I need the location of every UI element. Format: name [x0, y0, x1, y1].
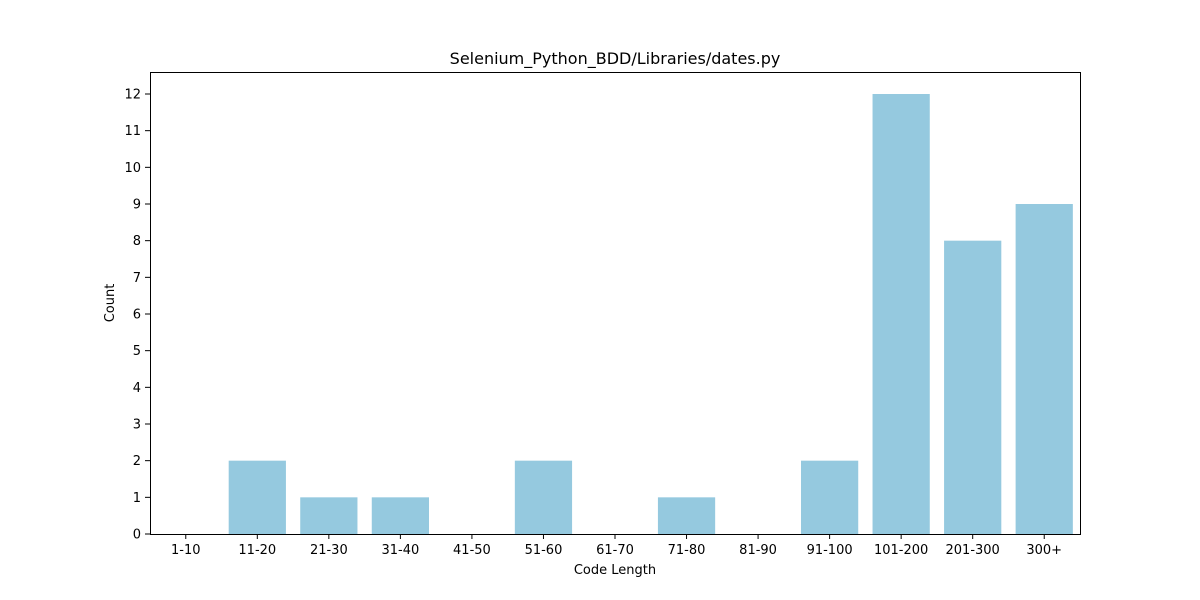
bar-51-60 [514, 460, 573, 534]
x-tick-label: 41-50 [453, 543, 491, 558]
bar-21-30 [300, 497, 358, 534]
x-tick-label: 71-80 [668, 543, 706, 558]
y-tick-label: 8 [133, 234, 141, 249]
bar-201-300 [944, 240, 1002, 534]
y-tick-label: 3 [133, 418, 141, 433]
x-tick-label: 81-90 [739, 543, 777, 558]
bar-31-40 [371, 497, 429, 534]
y-tick-label: 4 [133, 381, 141, 396]
bar-71-80 [657, 497, 716, 534]
x-tick-label: 21-30 [310, 543, 348, 558]
bar-101-200 [872, 94, 930, 534]
y-tick-label: 7 [133, 271, 141, 286]
y-axis-label: Count [103, 284, 118, 323]
chart-title: Selenium_Python_BDD/Libraries/dates.py [450, 49, 781, 69]
y-tick-label: 0 [133, 528, 141, 543]
bars-group [228, 94, 1073, 534]
y-tick-label: 9 [133, 198, 141, 213]
y-tick-label: 5 [133, 344, 141, 359]
bar-11-20 [228, 460, 286, 534]
x-tick-label: 1-10 [171, 543, 201, 558]
x-tick-label: 61-70 [596, 543, 634, 558]
bar-300+ [1015, 204, 1073, 534]
y-tick-label: 12 [124, 88, 141, 103]
y-tick-label: 10 [124, 161, 141, 176]
x-tick-label: 51-60 [525, 543, 563, 558]
y-tick-label: 1 [133, 491, 141, 506]
plot-frame [150, 72, 1081, 535]
x-tick-label: 91-100 [807, 543, 853, 558]
x-tick-label: 201-300 [946, 543, 1000, 558]
bar-91-100 [801, 460, 859, 534]
x-axis-label: Code Length [574, 563, 656, 578]
x-axis: 1-10 11-20 21-30 31-40 41-50 51-60 61-70 71-80 8… [171, 534, 1062, 558]
y-tick-label: 11 [124, 124, 141, 139]
x-tick-label: 300+ [1026, 543, 1062, 558]
y-tick-label: 6 [133, 308, 141, 323]
x-tick-label: 11-20 [238, 543, 276, 558]
x-tick-label: 101-200 [874, 543, 928, 558]
y-tick-label: 2 [133, 454, 141, 469]
x-tick-label: 31-40 [381, 543, 419, 558]
